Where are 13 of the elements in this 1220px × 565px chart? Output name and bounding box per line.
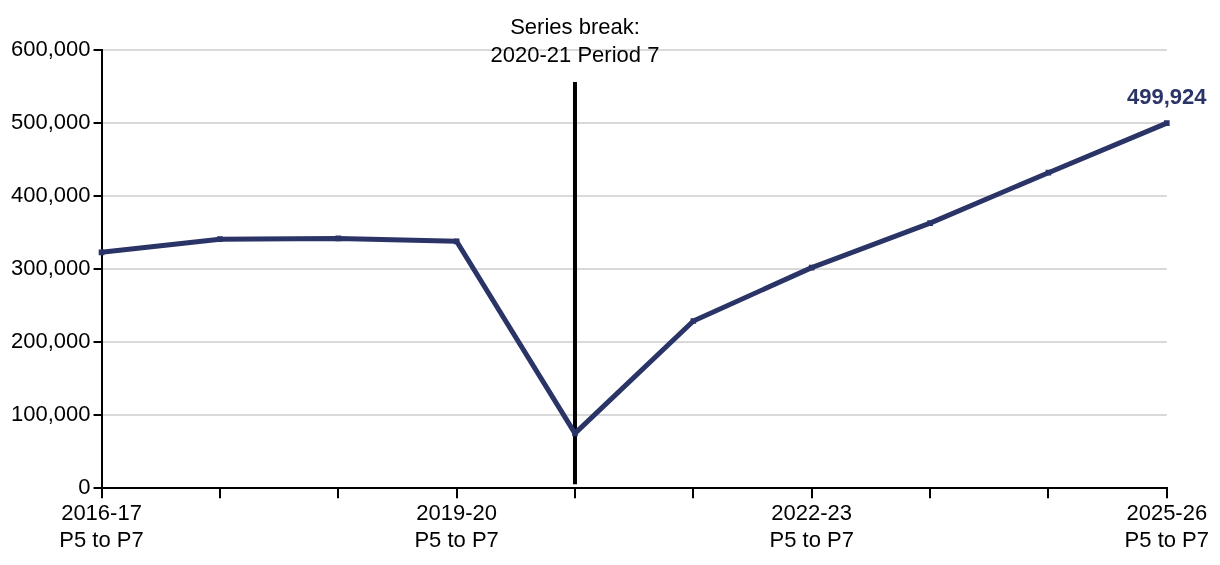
x-tick-label: 2025-26 P5 to P7 [1124, 500, 1209, 552]
y-tick-label: 0 [78, 474, 91, 500]
y-tick-label: 400,000 [10, 182, 91, 208]
annotation: Series break: 2020-21 Period 7 [490, 14, 660, 68]
y-tick-label: 300,000 [10, 255, 91, 281]
x-tick-label: 2019-20 P5 to P7 [414, 500, 499, 552]
y-tick-label: 500,000 [10, 109, 91, 135]
x-tick-label: 2022-23 P5 to P7 [769, 500, 854, 552]
x-tick-label: 2016-17 P5 to P7 [59, 500, 144, 552]
y-tick-label: 200,000 [10, 328, 91, 354]
data-label: 499,924 [1127, 84, 1208, 110]
y-tick-label: 600,000 [10, 36, 91, 62]
y-tick-label: 100,000 [10, 401, 91, 427]
